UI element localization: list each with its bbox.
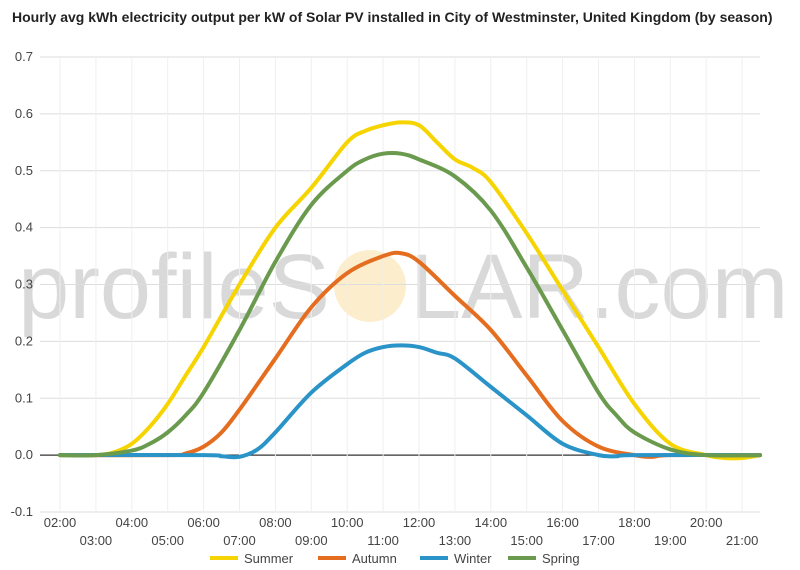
- y-tick-label: 0.2: [15, 333, 33, 348]
- series-line-winter: [58, 343, 763, 460]
- series-line-summer: [58, 120, 763, 461]
- x-axis-ticks: 02:00 04:00 06:00 08:00 10:00 12:00 14:00 16:00…: [44, 515, 759, 548]
- watermark-text-left: profileS: [18, 236, 330, 338]
- x-tick-label: 04:00: [116, 515, 149, 530]
- y-tick-label: 0.4: [15, 220, 33, 235]
- y-tick-label: 0.6: [15, 106, 33, 121]
- chart-title: Hourly avg kWh electricity output per kW…: [12, 9, 773, 25]
- y-tick-label: 0.0: [15, 447, 33, 462]
- x-tick-label: 11:00: [367, 533, 399, 548]
- x-tick-label: 15:00: [510, 533, 543, 548]
- legend-label-spring: Spring: [542, 551, 580, 566]
- y-tick-label: -0.1: [11, 504, 33, 519]
- y-axis-ticks: -0.1 0.0 0.1 0.2 0.3 0.4 0.5 0.6 0.7: [11, 49, 33, 519]
- x-tick-label: 14:00: [475, 515, 508, 530]
- x-tick-label: 12:00: [403, 515, 436, 530]
- x-tick-label: 09:00: [295, 533, 328, 548]
- y-tick-label: 0.1: [15, 390, 33, 405]
- x-tick-label: 06:00: [187, 515, 220, 530]
- x-tick-label: 17:00: [582, 533, 615, 548]
- legend-label-winter: Winter: [454, 551, 492, 566]
- x-tick-label: 02:00: [44, 515, 77, 530]
- x-tick-label: 20:00: [690, 515, 723, 530]
- series-lines: [58, 120, 763, 461]
- y-tick-label: 0.7: [15, 49, 33, 64]
- x-tick-label: 08:00: [259, 515, 292, 530]
- legend-label-autumn: Autumn: [352, 551, 397, 566]
- x-tick-label: 21:00: [726, 533, 759, 548]
- watermark-text-right: LAR.com: [410, 236, 788, 338]
- grid: [40, 56, 760, 513]
- x-tick-label: 13:00: [439, 533, 472, 548]
- x-tick-label: 10:00: [331, 515, 364, 530]
- legend: Summer Autumn Winter Spring: [210, 551, 580, 566]
- x-tick-label: 05:00: [151, 533, 184, 548]
- x-tick-label: 18:00: [618, 515, 651, 530]
- x-tick-label: 07:00: [223, 533, 256, 548]
- legend-label-summer: Summer: [244, 551, 294, 566]
- watermark: profileS LAR.com: [18, 236, 788, 338]
- x-tick-label: 19:00: [654, 533, 687, 548]
- x-tick-label: 03:00: [80, 533, 113, 548]
- series-line-spring: [58, 150, 763, 458]
- x-tick-label: 16:00: [546, 515, 579, 530]
- y-tick-label: 0.3: [15, 277, 33, 292]
- y-tick-label: 0.5: [15, 163, 33, 178]
